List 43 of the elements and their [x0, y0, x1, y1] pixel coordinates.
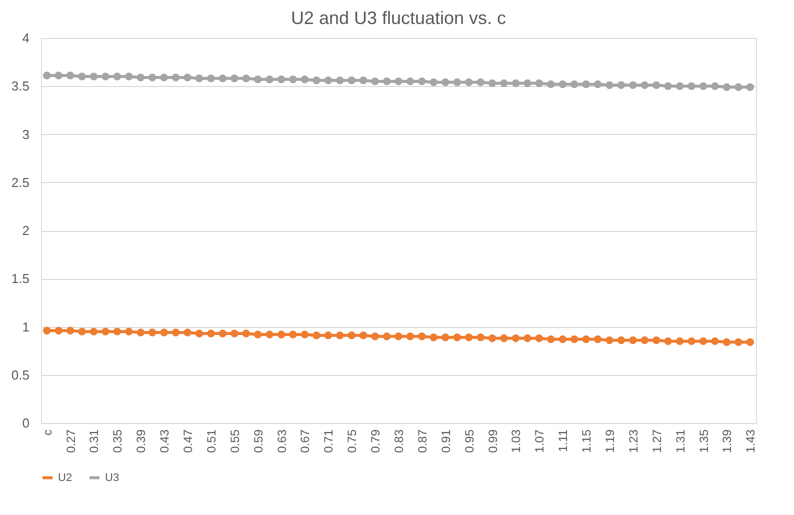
x-tick-label: 0.67 [298, 429, 312, 453]
chart-title: U2 and U3 fluctuation vs. c [290, 8, 506, 28]
y-tick-label: 2.5 [11, 174, 30, 190]
x-tick-label: 0.63 [274, 429, 289, 453]
x-tick-label: 1.07 [532, 429, 547, 453]
y-tick-label: 0.5 [11, 367, 30, 382]
x-tick-label: 0.75 [345, 429, 360, 453]
x-tick-label: 0.79 [368, 429, 383, 453]
x-tick-label: 1.23 [626, 429, 640, 453]
x-tick-label: 0.51 [204, 429, 218, 453]
x-tick-label: 0.27 [64, 429, 78, 453]
x-tick-label: 0.39 [134, 429, 148, 453]
x-tick-label: 1.43 [744, 429, 758, 453]
x-tick-label: 0.91 [438, 429, 453, 453]
y-tick-label: 3.5 [11, 78, 30, 94]
x-tick-label: 0.55 [228, 429, 242, 453]
x-tick-label: 0.35 [110, 429, 125, 453]
y-tick-label: 0 [22, 416, 30, 430]
x-tick-label: 1.31 [673, 429, 688, 453]
x-tick-label: 0.83 [392, 429, 406, 453]
x-tick-label: 0.43 [158, 429, 172, 453]
x-tick-label: 1.11 [556, 429, 570, 452]
y-tick-label: 3 [22, 126, 30, 142]
x-tick-label: 0.87 [415, 429, 430, 453]
legend-label: U2 [58, 472, 72, 484]
x-tick-label: 1.15 [580, 429, 594, 453]
x-tick-label: c [40, 430, 54, 436]
x-tick-label: 1.39 [720, 429, 734, 453]
legend-label: U3 [105, 472, 120, 484]
y-tick-label: 1 [22, 319, 30, 334]
y-tick-label: 4 [22, 30, 30, 46]
x-tick-label: 0.31 [87, 429, 102, 453]
x-tick-label: 0.71 [322, 429, 336, 453]
x-tick-label: 0.47 [181, 429, 196, 453]
y-tick-label: 1.5 [11, 271, 30, 286]
x-tick-label: 1.03 [509, 429, 524, 453]
x-tick-label: 1.35 [696, 429, 711, 453]
x-tick-label: 1.19 [602, 429, 617, 453]
x-tick-label: 0.59 [251, 429, 266, 453]
y-tick-label: 2 [22, 223, 30, 238]
x-tick-label: 1.27 [650, 429, 664, 453]
x-tick-label: 0.95 [462, 429, 476, 453]
x-tick-label: 0.99 [486, 429, 500, 453]
